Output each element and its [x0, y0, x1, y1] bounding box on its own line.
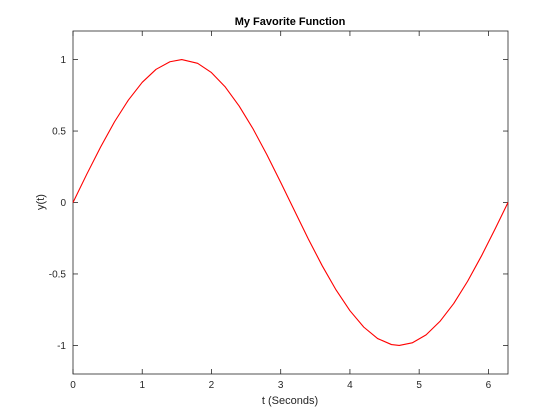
- y-tick-label: 0: [60, 198, 66, 209]
- x-axis: 0 1 2 3 4 5 6: [70, 31, 492, 391]
- x-tick-label: 2: [209, 380, 215, 391]
- y-tick-label: -1: [57, 341, 66, 352]
- x-tick-label: 4: [347, 380, 353, 391]
- x-axis-label: t (Seconds): [262, 395, 318, 407]
- series-line: [72, 59, 509, 346]
- y-tick-label: 0.5: [52, 127, 66, 138]
- y-axis-label: y(t): [35, 194, 47, 210]
- y-axis: -1 -0.5 0 0.5 1: [49, 55, 508, 352]
- x-tick-label: 1: [139, 380, 145, 391]
- y-tick-label: -0.5: [49, 269, 67, 280]
- x-tick-label: 6: [486, 380, 492, 391]
- series-layer: [72, 59, 509, 346]
- x-tick-label: 5: [416, 380, 422, 391]
- x-tick-label: 0: [70, 380, 76, 391]
- x-tick-label: 3: [278, 380, 284, 391]
- y-tick-label: 1: [60, 55, 66, 66]
- chart-title: My Favorite Function: [235, 16, 346, 28]
